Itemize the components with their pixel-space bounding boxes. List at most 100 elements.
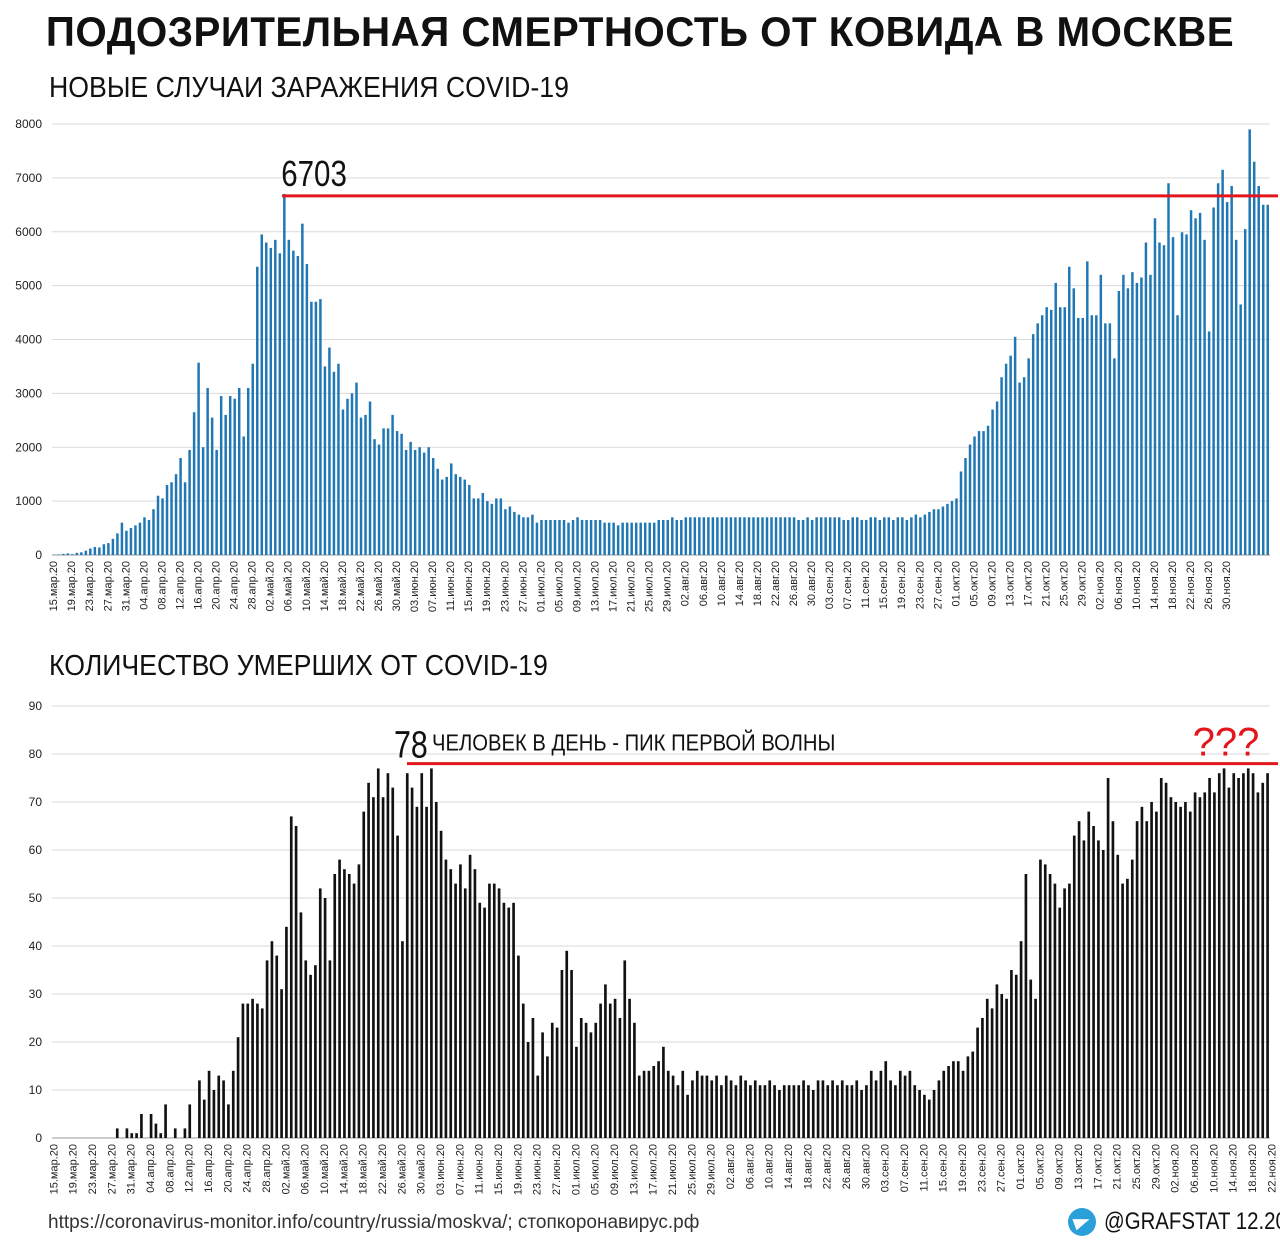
cases-bar bbox=[1063, 307, 1066, 555]
cases-bar bbox=[729, 517, 733, 555]
cases-x-tick-label: 14.ноя.20 bbox=[1149, 561, 1161, 610]
deaths-bar bbox=[739, 1075, 743, 1138]
deaths-bar bbox=[734, 1085, 738, 1138]
cases-bar bbox=[183, 482, 187, 555]
cases-bar bbox=[256, 266, 259, 555]
deaths-bar bbox=[1217, 773, 1221, 1138]
cases-bar bbox=[594, 519, 597, 555]
cases-x-tick-label: 29.окт.20 bbox=[1077, 561, 1089, 606]
deaths-bar bbox=[874, 1080, 878, 1138]
cases-y-tick-label: 3000 bbox=[15, 386, 42, 400]
cases-bar bbox=[201, 447, 205, 555]
deaths-bar bbox=[381, 797, 385, 1138]
cases-bar bbox=[422, 452, 426, 555]
cases-bar bbox=[540, 519, 543, 555]
deaths-bar bbox=[1005, 998, 1008, 1138]
deaths-y-tick-label: 90 bbox=[29, 699, 43, 713]
cases-bar bbox=[1090, 315, 1094, 555]
cases-bar bbox=[603, 522, 606, 555]
cases-bar bbox=[152, 509, 155, 555]
cases-bar bbox=[1081, 317, 1085, 555]
deaths-bar bbox=[1087, 811, 1091, 1138]
cases-x-tick-label: 05.окт.20 bbox=[968, 561, 980, 606]
cases-bar bbox=[973, 436, 976, 555]
cases-bar bbox=[833, 517, 836, 555]
cases-chart: 0 1000 2000 3000 4000 5000 6000 7000 8000 15.мар.… bbox=[15, 117, 1278, 612]
deaths-bar bbox=[1048, 874, 1052, 1138]
deaths-bar bbox=[1043, 864, 1047, 1138]
cases-x-tick-label: 06.май.20 bbox=[283, 561, 295, 611]
cases-x-tick-label: 21.окт.20 bbox=[1041, 561, 1053, 606]
deaths-x-tick-label: 21.окт.20 bbox=[1112, 1144, 1124, 1189]
cases-bar bbox=[607, 522, 611, 555]
cases-bar bbox=[161, 498, 164, 555]
deaths-x-tick-label: 24.апр.20 bbox=[242, 1144, 254, 1193]
deaths-bar bbox=[140, 1114, 143, 1138]
deaths-bar bbox=[570, 970, 573, 1138]
cases-bar bbox=[788, 517, 791, 555]
cases-bar bbox=[806, 517, 809, 555]
cases-bar bbox=[233, 398, 236, 555]
deaths-x-tick-label: 27.июн.20 bbox=[551, 1144, 563, 1195]
cases-bar bbox=[828, 517, 832, 555]
deaths-bar bbox=[1077, 821, 1081, 1138]
deaths-bar bbox=[1014, 974, 1018, 1138]
cases-bar bbox=[585, 519, 588, 555]
cases-bar bbox=[57, 554, 61, 555]
deaths-bar bbox=[550, 1022, 554, 1138]
cases-bar bbox=[625, 522, 629, 555]
deaths-x-tick-label: 11.июн.20 bbox=[474, 1144, 486, 1194]
cases-x-tick-label: 16.апр.20 bbox=[193, 561, 205, 610]
cases-bar bbox=[265, 242, 268, 555]
deaths-bar bbox=[294, 826, 298, 1138]
cases-bar bbox=[192, 412, 196, 555]
deaths-bar bbox=[807, 1085, 810, 1138]
cases-x-tick-label: 12.апр.20 bbox=[174, 561, 186, 610]
deaths-bar bbox=[352, 883, 356, 1138]
cases-bar bbox=[93, 546, 97, 555]
deaths-bar bbox=[604, 984, 607, 1138]
deaths-bar bbox=[942, 1070, 946, 1138]
cases-bar bbox=[783, 517, 787, 555]
cases-bar bbox=[1004, 363, 1008, 555]
cases-bar bbox=[761, 517, 764, 555]
deaths-bar bbox=[1266, 773, 1269, 1138]
cases-bar bbox=[765, 517, 769, 555]
cases-x-tick-label: 10.авг.20 bbox=[716, 561, 728, 606]
cases-bar bbox=[558, 519, 561, 555]
cases-x-tick-label: 25.июл.20 bbox=[644, 561, 656, 612]
deaths-bar bbox=[1092, 826, 1095, 1138]
deaths-x-tick-label: 18.май.20 bbox=[358, 1144, 370, 1194]
cases-bar bbox=[490, 503, 494, 555]
cases-bar bbox=[526, 517, 530, 555]
deaths-x-tick-label: 30.авг.20 bbox=[860, 1144, 872, 1189]
cases-x-tick-label: 13.окт.20 bbox=[1005, 561, 1017, 606]
cases-bar bbox=[991, 409, 994, 555]
cases-bar bbox=[1135, 282, 1139, 555]
cases-bar bbox=[224, 414, 227, 555]
deaths-bar bbox=[686, 1094, 689, 1138]
deaths-bar bbox=[463, 888, 467, 1138]
cases-bar bbox=[928, 511, 931, 555]
cases-bar bbox=[1198, 212, 1202, 555]
deaths-x-tick-label: 06.ноя.20 bbox=[1189, 1144, 1201, 1193]
deaths-bar bbox=[333, 874, 337, 1138]
cases-bar bbox=[995, 401, 999, 555]
cases-bar bbox=[865, 519, 868, 555]
deaths-bar bbox=[1058, 907, 1062, 1138]
cases-bar bbox=[855, 517, 859, 555]
cases-bar bbox=[955, 498, 958, 555]
deaths-bar bbox=[894, 1085, 897, 1138]
cases-bar bbox=[395, 431, 399, 555]
deaths-x-tick-label: 19.июн.20 bbox=[512, 1144, 524, 1195]
deaths-bar bbox=[1232, 773, 1236, 1138]
cases-bar bbox=[801, 519, 805, 555]
deaths-y-tick-label: 30 bbox=[29, 987, 43, 1001]
deaths-bar bbox=[135, 1133, 138, 1138]
deaths-bar bbox=[1188, 811, 1192, 1138]
deaths-bar bbox=[1135, 821, 1139, 1138]
deaths-bar bbox=[797, 1085, 801, 1138]
deaths-bar bbox=[845, 1085, 849, 1138]
deaths-bar bbox=[816, 1080, 820, 1138]
deaths-x-tick-label: 29.окт.20 bbox=[1150, 1144, 1162, 1189]
